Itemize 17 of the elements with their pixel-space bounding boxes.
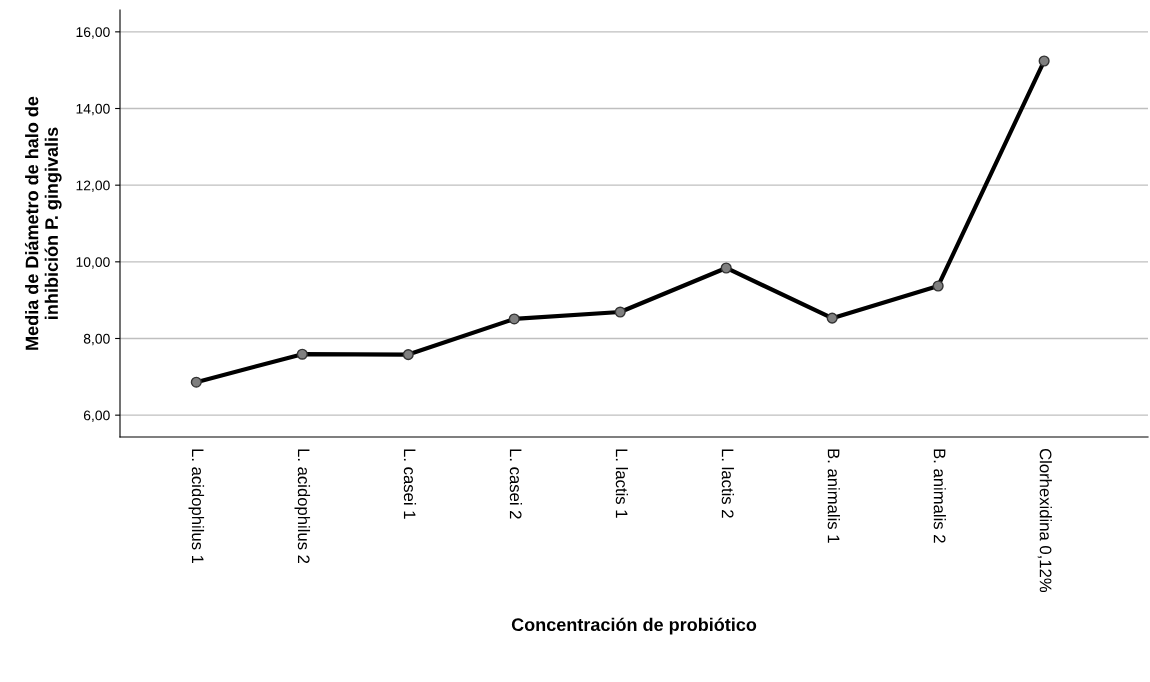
x-tick-label: L. acidophilus 2 bbox=[294, 449, 311, 564]
x-axis-title: Concentración de probiótico bbox=[511, 617, 757, 635]
y-tick-label: 14,00 bbox=[76, 103, 110, 116]
x-tick-label: L. lactis 1 bbox=[615, 449, 628, 518]
x-tick-label: B. animalis 1 bbox=[827, 449, 840, 543]
y-axis-title: Media de Diámetro de halo de inhibición P. gingivalis bbox=[24, 96, 62, 350]
y-tick-label: 12,00 bbox=[76, 180, 110, 192]
y-tick-label: 16,00 bbox=[76, 27, 110, 39]
x-tick-label: B. animalis 2 bbox=[933, 449, 946, 543]
x-tick-label: L. acidophilus 1 bbox=[188, 449, 205, 564]
x-tick-label: Clorhexidina 0,12% bbox=[1037, 448, 1052, 593]
x-tick-label: L. casei 1 bbox=[403, 449, 417, 519]
y-tick-label: 8,00 bbox=[83, 333, 110, 346]
y-tick-label: 6,00 bbox=[83, 410, 110, 422]
x-tick-label: L. lactis 2 bbox=[721, 449, 734, 518]
y-tick-label: 10,00 bbox=[76, 257, 110, 269]
x-tick-label: L. casei 2 bbox=[509, 449, 523, 519]
